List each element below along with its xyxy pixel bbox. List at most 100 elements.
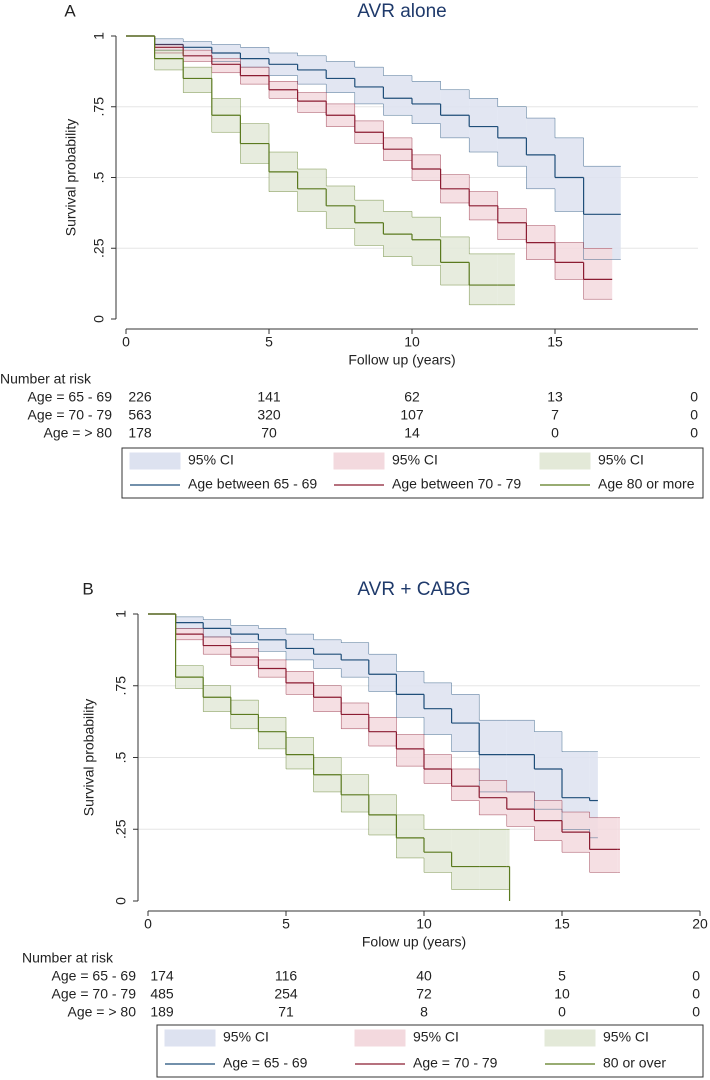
ci-band [326,61,355,93]
risk-count: 72 [416,986,432,1002]
risk-row-label: Age = > 80 [67,1004,136,1020]
risk-row-label: Age = 65 - 69 [28,389,113,405]
legend-label: 80 or over [603,1055,666,1071]
y-tick-label: .75 [91,97,107,117]
y-tick-label: 0 [113,897,129,905]
ci-band [412,217,441,266]
ci-band [589,751,598,838]
risk-count: 0 [690,389,698,405]
ci-band [203,685,231,712]
risk-count: 0 [558,1004,566,1020]
legend-label: Age between 65 - 69 [188,476,317,492]
ci-band [451,768,480,801]
risk-count: 40 [416,968,432,984]
legend-label: Age between 70 - 79 [392,476,521,492]
risk-count: 189 [150,1004,174,1020]
ci-band [396,814,424,858]
ci-band [469,253,498,305]
risk-count: 0 [690,407,698,423]
ci-band [440,236,470,286]
legend-label: Age 80 or more [598,476,695,492]
legend-band-swatch [333,452,385,470]
risk-count: 254 [274,986,298,1002]
legend-label: Age = 65 - 69 [223,1055,308,1071]
y-axis-label: Survival probability [63,119,79,237]
ci-band [286,634,314,660]
risk-title: Number at risk [0,371,92,387]
ci-band [354,67,384,104]
x-tick-label: 20 [692,916,708,932]
legend-ci-label: 95% CI [188,452,234,468]
ci-band [424,829,452,873]
y-tick-label: .25 [91,238,107,258]
ci-band [534,731,562,810]
ci-band [297,92,327,113]
ci-band [497,208,527,240]
legend-ci-label: 95% CI [598,452,644,468]
y-tick-label: .5 [113,751,129,763]
risk-count: 10 [554,986,570,1002]
risk-count: 107 [400,407,424,423]
ci-band [154,44,184,53]
ci-band [617,817,620,873]
x-tick-label: 0 [122,334,130,350]
risk-count: 13 [547,389,563,405]
risk-count: 5 [558,968,566,984]
ci-band [258,717,286,749]
risk-count: 485 [150,986,174,1002]
risk-count: 116 [275,968,298,984]
ci-band [326,185,355,229]
risk-count: 0 [692,1004,700,1020]
y-tick-label: .75 [113,676,129,696]
risk-row-label: Age = 70 - 79 [28,407,113,423]
ci-band [555,242,584,280]
risk-count: 320 [257,407,281,423]
x-tick-label: 5 [282,916,290,932]
risk-count: 0 [551,425,559,441]
risk-count: 71 [278,1004,294,1020]
risk-count: 70 [261,425,277,441]
ci-band [341,702,369,729]
risk-count: 0 [692,968,700,984]
ci-band [440,89,470,138]
ci-band [526,118,555,189]
ci-band [589,817,618,873]
ci-band [154,50,184,70]
ci-band [297,169,327,212]
y-tick-label: 1 [113,610,129,618]
ci-band [506,829,510,890]
ci-band [451,829,480,890]
ci-band [497,253,515,305]
legend-band-swatch [544,1029,596,1047]
x-tick-label: 10 [404,334,420,350]
ci-band [583,248,613,300]
y-axis-label: Survival probability [81,699,97,817]
ci-band [313,685,342,712]
legend-band-swatch [539,452,591,470]
legend-ci-label: 95% CI [603,1029,649,1045]
chart-title: AVR alone [357,1,446,22]
ci-band [368,654,397,692]
y-tick-label: 0 [91,315,107,323]
risk-count: 62 [404,389,420,405]
y-tick-label: .5 [91,171,107,183]
x-tick-label: 5 [265,334,273,350]
legend-band-swatch [354,1029,406,1047]
legend-label: Age = 70 - 79 [413,1055,498,1071]
ci-band [412,154,441,181]
risk-row-label: Age = 70 - 79 [52,986,137,1002]
legend-ci-label: 95% CI [223,1029,269,1045]
risk-count: 174 [150,968,174,984]
legend-band-swatch [129,452,181,470]
legend-box [121,447,704,499]
chart-title: AVR + CABG [357,579,470,600]
risk-count: 141 [257,389,281,405]
ci-band [396,734,424,767]
ci-band [383,75,412,116]
ci-band [479,720,507,792]
risk-count: 0 [692,986,700,1002]
ci-band [341,774,369,813]
x-tick-label: 15 [554,916,570,932]
ci-band [555,137,584,212]
